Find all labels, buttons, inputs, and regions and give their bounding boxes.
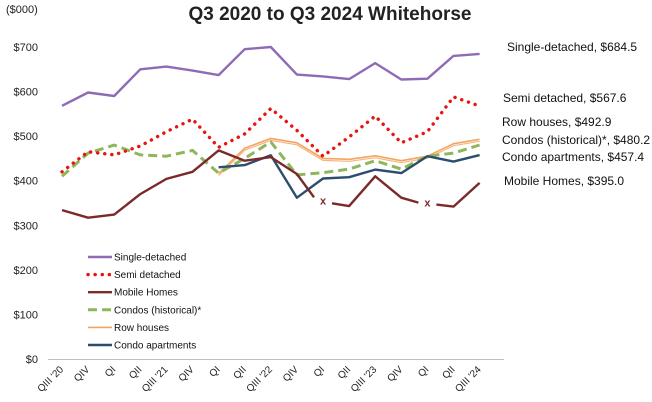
- y-tick-label: $400: [14, 176, 38, 188]
- end-label-condo-apartments: Condo apartments, $457.4: [502, 150, 644, 164]
- y-tick-label: $600: [14, 87, 38, 99]
- end-label-condos-historical: Condos (historical)*, $480.2: [502, 133, 650, 147]
- series-line-condos-historical: [61, 140, 481, 178]
- y-tick-label: $200: [14, 265, 38, 277]
- x-tick-label: QI: [207, 364, 222, 379]
- chart-title: Q3 2020 to Q3 2024 Whitehorse: [188, 4, 471, 25]
- legend-label-semi-detached: Semi detached: [114, 270, 181, 281]
- x-tick-label: QIII '21: [140, 364, 171, 395]
- series-end-labels: Single-detached, $684.5 Semi detached, $5…: [502, 40, 650, 188]
- legend-label-condo-apartments: Condo apartments: [114, 341, 196, 352]
- series-line-mobile-homes: [436, 182, 481, 208]
- series-line-row-houses: [218, 137, 480, 175]
- legend: Single-detached Semi detached Mobile Homes…: [86, 253, 201, 352]
- series-gap-marker: x: [320, 195, 327, 207]
- legend-label-mobile-homes: Mobile Homes: [114, 288, 178, 299]
- x-tick-label: QIV: [72, 364, 92, 384]
- y-tick-label: $300: [14, 220, 38, 232]
- x-tick-label: QII: [336, 364, 353, 381]
- x-tick-label: QI: [416, 364, 431, 379]
- series-line-mobile-homes: [331, 175, 419, 208]
- x-tick-label: QII: [440, 364, 457, 381]
- y-tick-label: $700: [14, 42, 38, 54]
- x-tick-label: QII: [127, 364, 144, 381]
- x-tick-label: QIII '23: [349, 364, 380, 395]
- x-tick-label: QI: [312, 364, 327, 379]
- y-axis-label: ($000): [6, 4, 38, 16]
- y-tick-label: $500: [14, 131, 38, 143]
- legend-label-row-houses: Row houses: [114, 323, 169, 334]
- x-tick-label: QII: [232, 364, 249, 381]
- series-line-mobile-homes: [61, 149, 315, 219]
- end-label-row-houses: Row houses, $492.9: [502, 115, 612, 129]
- end-label-single-detached: Single-detached, $684.5: [507, 40, 637, 54]
- end-label-mobile-homes: Mobile Homes, $395.0: [504, 174, 624, 188]
- x-tick-label: QIII '22: [245, 364, 276, 395]
- x-tick-label: QIII '20: [36, 364, 67, 395]
- y-tick-labels: $0 $100 $200 $300 $400 $500 $600 $700: [14, 42, 38, 366]
- legend-label-single-detached: Single-detached: [114, 253, 186, 264]
- x-tick-label: QIV: [177, 364, 197, 384]
- series-line-single-detached: [61, 45, 480, 107]
- x-tick-label: QIV: [281, 364, 301, 384]
- series-gap-marker: x: [424, 198, 431, 210]
- end-label-semi-detached: Semi detached, $567.6: [503, 91, 627, 105]
- x-tick-label: QI: [103, 364, 118, 379]
- x-tick-label: QIV: [385, 364, 405, 384]
- legend-label-condos-historical: Condos (historical)*: [114, 305, 201, 316]
- series-line-semi-detached: [60, 95, 482, 174]
- y-tick-label: $0: [26, 354, 38, 366]
- y-tick-label: $100: [14, 309, 38, 321]
- x-tick-label: QIII '24: [453, 364, 484, 395]
